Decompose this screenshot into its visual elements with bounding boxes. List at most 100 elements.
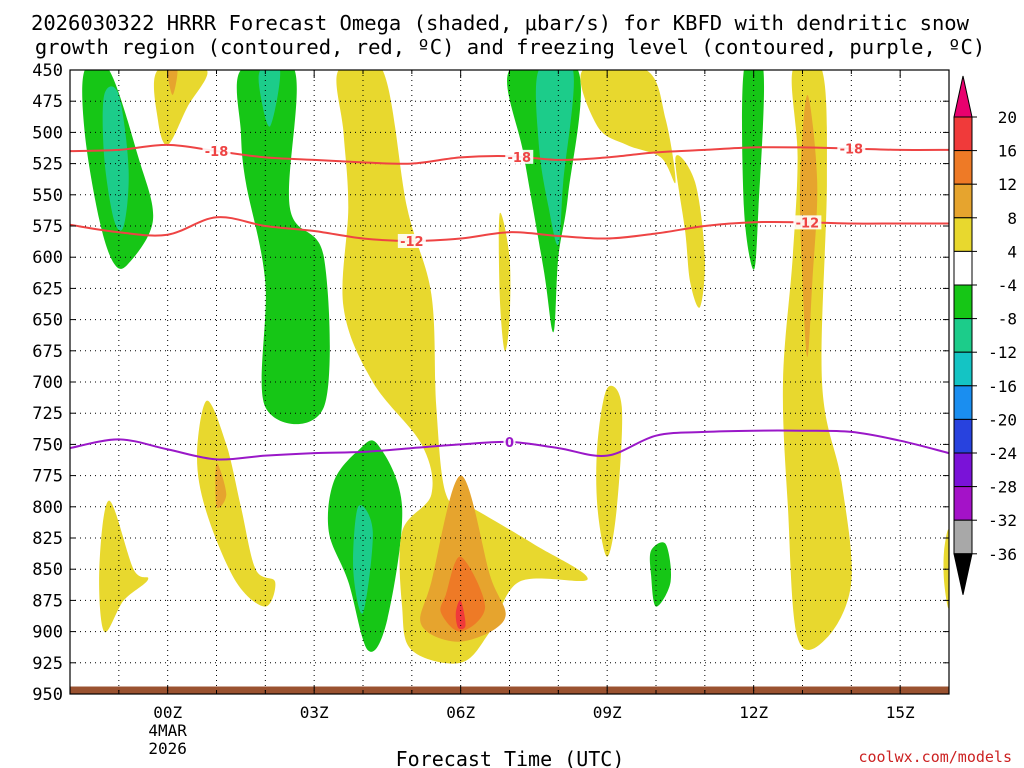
- y-tick-label: 700: [32, 373, 63, 393]
- x-tick-label: 00Z: [153, 703, 182, 722]
- dgz-minus-18-label: -18: [508, 151, 532, 166]
- y-tick-label: 550: [32, 186, 63, 206]
- colorbar-tick-label: -16: [988, 377, 1017, 396]
- x-tick-date: 4MAR: [148, 721, 187, 740]
- y-tick-label: 525: [32, 155, 63, 175]
- y-axis-ticks: 450 475 500 525 550 575 600 625 650 675 700 725 750 7…: [32, 61, 949, 705]
- colorbar-tick-label: 8: [1007, 209, 1017, 228]
- colorbar-tick-label: 20: [998, 108, 1017, 127]
- omega-region: [535, 70, 574, 245]
- y-tick-label: 650: [32, 311, 63, 331]
- dgz-minus-18-label: -18: [205, 145, 229, 160]
- contour-lines: -18 -18 -18 -12 -12 0: [70, 141, 949, 461]
- colorbar-tick-label: -24: [988, 444, 1017, 463]
- omega-region: [336, 70, 588, 664]
- omega-region: [675, 155, 705, 308]
- colorbar-tick-label: 16: [998, 142, 1017, 161]
- omega-shaded-regions: [82, 70, 949, 664]
- dgz-minus-12-label: -12: [400, 235, 424, 250]
- omega-region: [455, 600, 466, 630]
- colorbar-bin: [953, 318, 973, 353]
- omega-region: [498, 212, 511, 352]
- omega-region: [102, 86, 129, 231]
- omega-region: [649, 542, 672, 607]
- y-tick-label: 775: [32, 467, 63, 487]
- dgz-minus-12-label-bg: [793, 215, 822, 230]
- colorbar-tick-label: 4: [1007, 242, 1017, 261]
- colorbar-bin: [953, 418, 973, 454]
- x-tick-label: 12Z: [739, 703, 768, 722]
- colorbar-bin: [953, 150, 973, 185]
- y-tick-label: 875: [32, 591, 63, 611]
- colorbar-tick-label: -12: [988, 343, 1017, 362]
- y-tick-label: 800: [32, 498, 63, 518]
- colorbar-tick-label: -28: [988, 478, 1017, 497]
- colorbar-bin: [953, 116, 973, 152]
- y-tick-label: 900: [32, 623, 63, 643]
- dgz-minus-12-label-bg: [397, 233, 426, 248]
- colorbar-tick-label: -36: [988, 545, 1017, 564]
- omega-region: [197, 400, 276, 607]
- y-tick-label: 675: [32, 342, 63, 362]
- y-tick-label: 450: [32, 61, 63, 81]
- omega-region: [215, 462, 227, 509]
- omega-region: [258, 70, 281, 127]
- x-axis-label: Forecast Time (UTC): [396, 747, 625, 768]
- colorbar-bin: [953, 284, 973, 320]
- colorbar-bin: [953, 217, 973, 252]
- x-tick-label: 03Z: [300, 703, 329, 722]
- omega-region: [580, 70, 676, 184]
- x-tick-label: 15Z: [886, 703, 915, 722]
- omega-region: [99, 500, 149, 633]
- colorbar-tick-label: -8: [998, 310, 1017, 329]
- omega-region: [440, 556, 486, 632]
- omega-region: [353, 505, 373, 614]
- colorbar-tick-label: 12: [998, 175, 1017, 194]
- colorbar-bottom-triangle: [953, 553, 973, 595]
- freezing-level-0-label: 0: [505, 436, 514, 451]
- colorbar-tick-label: -20: [988, 410, 1017, 429]
- y-tick-label: 475: [32, 92, 63, 112]
- omega-region: [153, 70, 208, 145]
- colorbar-top-triangle: [953, 75, 973, 118]
- colorbar-bin: [953, 385, 973, 420]
- colorbar-bin: [953, 250, 973, 286]
- source-credit: coolwx.com/models: [858, 748, 1012, 766]
- freezing-level-0-label-bg: [503, 434, 516, 449]
- y-tick-label: 750: [32, 435, 63, 455]
- y-tick-label: 575: [32, 217, 63, 237]
- grid-lines: [70, 70, 949, 694]
- colorbar-bin: [953, 519, 973, 555]
- x-tick-label: 09Z: [593, 703, 622, 722]
- omega-region: [596, 385, 623, 557]
- y-tick-label: 850: [32, 560, 63, 580]
- y-tick-label: 500: [32, 123, 63, 143]
- colorbar-tick-label: -32: [988, 511, 1017, 530]
- chart-title-line-2: growth region (contoured, red, ºC) and f…: [35, 35, 985, 59]
- y-tick-label: 725: [32, 404, 63, 424]
- y-tick-label: 825: [32, 529, 63, 549]
- dgz-minus-18-label-bg: [837, 141, 866, 156]
- colorbar-bin: [953, 351, 973, 387]
- colorbar-bin: [953, 452, 973, 488]
- x-tick-year: 2026: [148, 739, 187, 758]
- x-tick-label: 06Z: [446, 703, 475, 722]
- colorbar: 20 16 12 8 4 -4 -8 -12 -16 -20 -24 -28 -32 -36: [953, 75, 1017, 595]
- dgz-minus-18-label-bg: [505, 149, 534, 164]
- y-tick-label: 950: [32, 685, 63, 705]
- colorbar-bin: [953, 183, 973, 219]
- colorbar-bin: [953, 486, 973, 521]
- omega-region: [236, 70, 330, 425]
- omega-region: [742, 70, 765, 270]
- y-tick-label: 625: [32, 279, 63, 299]
- y-tick-label: 925: [32, 654, 63, 674]
- omega-region: [167, 70, 178, 95]
- colorbar-tick-label: -4: [998, 276, 1017, 295]
- dgz-minus-12-label: -12: [796, 216, 820, 231]
- y-tick-label: 600: [32, 248, 63, 268]
- dgz-minus-18-label-bg: [202, 144, 231, 159]
- chart-title-line-1: 2026030322 HRRR Forecast Omega (shaded, …: [31, 11, 970, 35]
- dgz-minus-18-label: -18: [840, 143, 864, 158]
